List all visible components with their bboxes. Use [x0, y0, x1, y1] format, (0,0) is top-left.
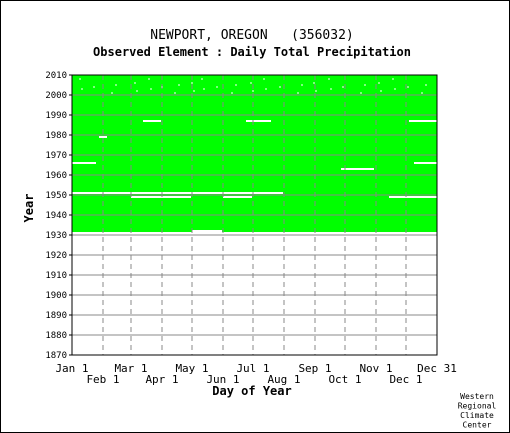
y-tick-label: 1980: [45, 131, 67, 141]
y-tick-label: 2010: [45, 71, 67, 81]
missing-data-segment: [72, 232, 437, 234]
credit-line: Regional: [458, 402, 497, 411]
missing-data-segment: [389, 196, 437, 198]
x-tick-label: Jul 1: [236, 362, 269, 375]
y-tick-label: 1880: [45, 331, 67, 341]
missing-data-segment: [223, 196, 252, 198]
missing-data-segment: [414, 162, 437, 164]
missing-data-segment: [131, 196, 191, 198]
missing-data-speckle: [425, 84, 427, 86]
y-tick-label: 1870: [45, 351, 67, 361]
missing-data-speckle: [81, 88, 83, 90]
missing-data-speckle: [265, 88, 267, 90]
missing-data-speckle: [115, 84, 117, 86]
x-axis-ticks: Jan 1 Mar 1 May 1 Jul 1 Sep 1 Nov 1 Dec 31 Feb …: [55, 362, 456, 386]
missing-data-speckle: [174, 92, 176, 94]
missing-data-speckle: [134, 82, 136, 84]
y-tick-label: 1930: [45, 231, 67, 241]
missing-data-speckle: [203, 88, 205, 90]
x-tick-label: Sep 1: [298, 362, 331, 375]
data-present-region: [72, 75, 437, 233]
x-tick-label: Oct 1: [328, 373, 361, 386]
y-tick-label: 1910: [45, 271, 67, 281]
missing-data-speckle: [421, 92, 423, 94]
missing-data-segment: [99, 136, 107, 138]
x-tick-label: Dec 1: [389, 373, 422, 386]
x-tick-label: Nov 1: [359, 362, 392, 375]
missing-data-speckle: [148, 78, 150, 80]
y-tick-label: 1900: [45, 291, 67, 301]
missing-data-segment: [143, 120, 161, 122]
chart-title: NEWPORT, OREGON (356032): [150, 28, 354, 43]
x-axis-label: Day of Year: [212, 384, 291, 398]
missing-data-speckle: [360, 92, 362, 94]
missing-data-speckle: [392, 78, 394, 80]
x-tick-label: Apr 1: [145, 373, 178, 386]
missing-data-speckle: [297, 92, 299, 94]
x-tick-label: Mar 1: [114, 362, 147, 375]
missing-data-segment: [72, 192, 283, 194]
missing-data-speckle: [216, 86, 218, 88]
y-tick-label: 1890: [45, 311, 67, 321]
missing-data-speckle: [364, 84, 366, 86]
y-tick-label: 1920: [45, 251, 67, 261]
missing-data-segment: [341, 168, 374, 170]
missing-data-speckle: [235, 84, 237, 86]
y-tick-label: 1950: [45, 191, 67, 201]
chart-subtitle: Observed Element : Daily Total Precipita…: [93, 45, 411, 59]
missing-data-speckle: [252, 90, 254, 92]
x-tick-label: Jan 1: [55, 362, 88, 375]
missing-data-segment: [192, 230, 222, 232]
missing-data-speckle: [231, 92, 233, 94]
y-axis-label: Year: [22, 194, 36, 223]
missing-data-speckle: [301, 84, 303, 86]
missing-data-speckle: [407, 86, 409, 88]
missing-data-speckle: [93, 86, 95, 88]
missing-data-speckle: [201, 78, 203, 80]
missing-data-segment: [246, 120, 271, 122]
credit-line: Climate: [460, 411, 494, 420]
missing-data-speckle: [378, 82, 380, 84]
missing-data-speckle: [342, 86, 344, 88]
missing-data-segment: [72, 162, 96, 164]
y-tick-label: 2000: [45, 91, 67, 101]
x-tick-label: Feb 1: [86, 373, 119, 386]
missing-data-speckle: [394, 88, 396, 90]
missing-data-speckle: [380, 90, 382, 92]
y-tick-label: 1940: [45, 211, 67, 221]
missing-data-speckle: [330, 88, 332, 90]
missing-data-segment: [409, 120, 437, 122]
y-tick-label: 1970: [45, 151, 67, 161]
missing-data-speckle: [79, 78, 81, 80]
x-tick-label: Aug 1: [267, 373, 300, 386]
missing-data-speckle: [315, 90, 317, 92]
missing-data-speckle: [150, 88, 152, 90]
missing-data-speckle: [191, 82, 193, 84]
missing-data-speckle: [250, 82, 252, 84]
missing-data-speckle: [328, 78, 330, 80]
missing-data-speckle: [136, 90, 138, 92]
missing-data-speckle: [111, 92, 113, 94]
missing-data-speckle: [193, 90, 195, 92]
x-tick-label: Jun 1: [206, 373, 239, 386]
y-axis-ticks: 2010 2000 1990 1980 1970 1960 1950 1940 1930 1920…: [45, 71, 72, 361]
missing-data-speckle: [313, 82, 315, 84]
missing-data-speckle: [263, 78, 265, 80]
missing-data-speckle: [279, 86, 281, 88]
x-tick-label: May 1: [175, 362, 208, 375]
y-tick-label: 1990: [45, 111, 67, 121]
y-tick-label: 1960: [45, 171, 67, 181]
missing-data-speckle: [178, 84, 180, 86]
credit-line: Western: [460, 392, 494, 401]
x-tick-label: Dec 31: [417, 362, 457, 375]
plot-area: [71, 74, 438, 356]
credit-line: Center: [463, 421, 492, 430]
